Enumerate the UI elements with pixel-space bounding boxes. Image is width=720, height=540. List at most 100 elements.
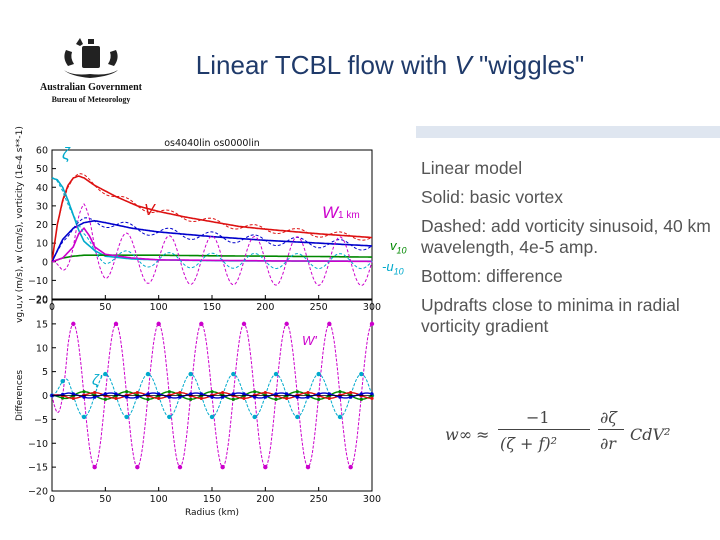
- bullet-4: Bottom: difference: [421, 266, 563, 286]
- diff-point-green: [125, 390, 129, 394]
- annotation-zeta: ζ: [62, 144, 70, 163]
- y-axis-label-1: Differences: [15, 370, 25, 421]
- diff-point-w: [199, 321, 204, 327]
- logo-line-1: Australian Government: [40, 82, 142, 93]
- y-tick-label-0: 40: [36, 183, 48, 194]
- x-tick-label-1: 100: [150, 494, 168, 505]
- y-tick-label-0: 20: [36, 220, 48, 231]
- diff-point-red: [370, 396, 374, 400]
- y-tick-label-0: 30: [36, 201, 48, 212]
- diff-point-red: [93, 391, 97, 395]
- diff-point-red: [221, 391, 225, 395]
- diff-point-green: [61, 396, 65, 400]
- diff-point-red: [157, 396, 161, 400]
- annotation-u10: -u10: [382, 259, 404, 277]
- x-tick-label-0: 50: [99, 302, 111, 313]
- diff-point-w: [284, 321, 289, 327]
- diff-point-blue: [349, 395, 353, 399]
- y-tick-label-1: 0: [42, 391, 48, 402]
- slide-title: Linear TCBL flow with V "wiggles": [120, 50, 660, 81]
- diff-point-green: [167, 390, 171, 394]
- bom-logo: Australian Government Bureau of Meteorol…: [36, 36, 146, 106]
- diff-point-blue: [199, 392, 203, 396]
- y-tick-label-0: −10: [28, 276, 48, 287]
- diff-point-w: [220, 464, 225, 470]
- series-zeta-dashed: [51, 177, 373, 270]
- diff-point-blue: [274, 392, 278, 396]
- diff-point-blue: [370, 392, 374, 396]
- diff-point-zeta: [337, 414, 343, 420]
- diff-point-green: [338, 390, 342, 394]
- formula-tail: CdV²: [630, 425, 671, 444]
- diff-point-blue: [285, 392, 289, 396]
- diff-point-green: [295, 390, 299, 394]
- annotation-w-prime: W': [302, 333, 317, 348]
- diff-point-blue: [135, 395, 139, 399]
- diff-point-green: [274, 397, 278, 401]
- diff-point-blue: [231, 392, 235, 396]
- y-tick-label-1: −20: [28, 487, 48, 498]
- diff-point-w: [305, 464, 311, 470]
- series-w-dashed: [51, 203, 373, 287]
- diff-point-red: [242, 396, 246, 400]
- formula-partial: ∂ζ: [600, 408, 617, 427]
- diff-point-red: [199, 396, 203, 400]
- diff-point-w: [348, 464, 353, 470]
- diff-point-blue: [242, 392, 246, 396]
- bullet-3: Dashed: add vorticity sinusoid, 40 km wa…: [421, 216, 717, 258]
- diff-point-blue: [71, 392, 75, 396]
- diff-point-green: [317, 397, 321, 401]
- diff-point-blue: [125, 395, 129, 399]
- diff-point-w: [241, 321, 247, 327]
- diff-point-w: [71, 321, 76, 327]
- formula-fraction-bar: [498, 429, 590, 430]
- title-italic-v: V: [454, 50, 472, 80]
- diff-point-red: [349, 391, 353, 395]
- diff-point-zeta: [359, 371, 364, 377]
- y-tick-label-1: −15: [28, 463, 48, 474]
- diff-point-w: [156, 321, 161, 327]
- diff-point-blue: [103, 392, 107, 396]
- diff-point-red: [135, 391, 139, 395]
- diff-point-blue: [189, 392, 193, 396]
- annotation-u10-sub: 10: [393, 266, 404, 277]
- diff-point-green: [82, 390, 86, 394]
- diff-point-green: [253, 390, 257, 394]
- diff-point-blue: [146, 392, 150, 396]
- diff-point-green: [146, 397, 150, 401]
- title-prefix: Linear TCBL flow with: [195, 50, 455, 80]
- diff-point-green: [189, 397, 193, 401]
- annotation-v10-sub: 10: [396, 245, 407, 256]
- diff-point-zeta: [188, 371, 193, 377]
- diff-point-blue: [157, 392, 161, 396]
- y-tick-label-0: 50: [36, 164, 48, 175]
- formula-numerator: −1: [526, 408, 550, 427]
- diff-point-red: [114, 396, 118, 400]
- x-tick-label-1: 50: [99, 494, 111, 505]
- x-tick-label-1: 200: [256, 494, 274, 505]
- x-tick-label-1: 0: [49, 494, 55, 505]
- y-tick-label-1: 15: [36, 319, 48, 330]
- x-tick-label-1: 150: [203, 494, 221, 505]
- diff-point-zeta: [231, 371, 236, 377]
- x-tick-label-1: 300: [363, 494, 381, 505]
- annotation-v10-main: v: [390, 238, 397, 253]
- annotation-w-sub: 1 km: [338, 210, 360, 221]
- formula-approx: ≈: [476, 425, 490, 444]
- y-tick-label-0: 10: [36, 239, 48, 250]
- diff-point-blue: [221, 395, 225, 399]
- diff-point-green: [359, 397, 363, 401]
- diff-point-blue: [114, 392, 118, 396]
- diff-point-zeta: [273, 371, 279, 377]
- series-green-solid: [51, 254, 372, 263]
- series-w-solid: [51, 226, 372, 263]
- annotation-v: V: [144, 202, 155, 219]
- annotation-u10-main: -u: [382, 259, 394, 274]
- diff-point-w: [92, 464, 97, 470]
- x-tick-label-0: 150: [203, 302, 221, 313]
- diff-point-zeta: [167, 414, 172, 420]
- diff-point-w: [113, 321, 119, 327]
- chart-title-0: os4040lin os0000lin: [164, 138, 260, 149]
- diff-point-blue: [82, 395, 86, 399]
- y-tick-label-1: −5: [34, 415, 48, 426]
